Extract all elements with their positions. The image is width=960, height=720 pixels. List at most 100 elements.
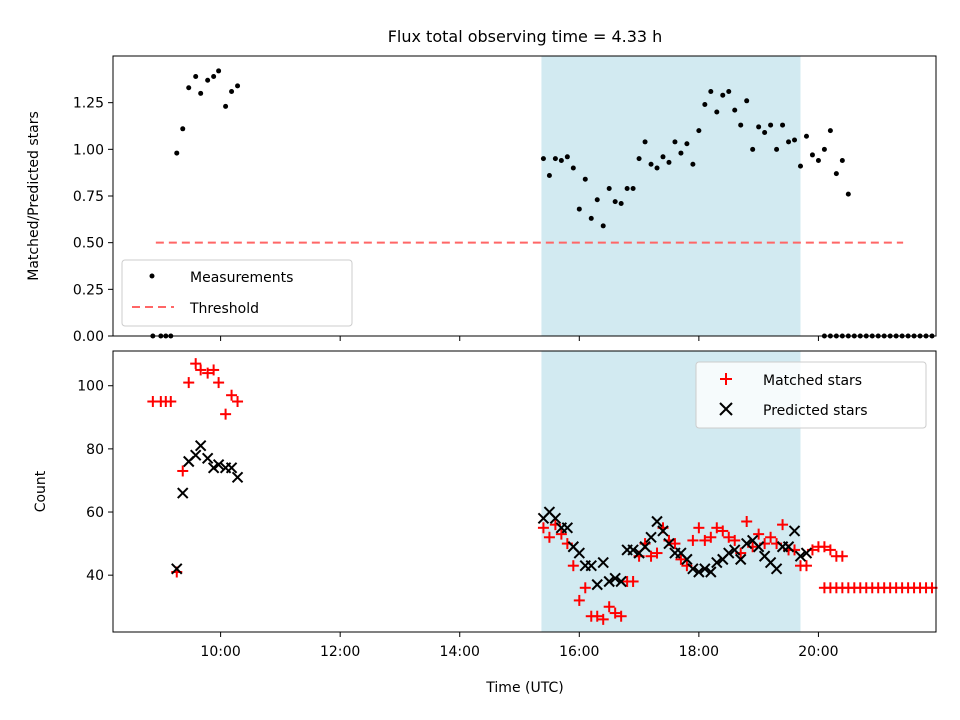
data-point-matched (537, 522, 549, 534)
data-point-measurement (216, 68, 222, 74)
data-point-measurement (797, 163, 803, 169)
x-tick-label: 10:00 (200, 644, 240, 660)
y-tick-label: 0.00 (73, 329, 104, 345)
data-point-predicted (201, 452, 214, 465)
data-point-predicted (800, 547, 813, 559)
data-point-measurement (540, 156, 546, 162)
data-point-matched (232, 396, 244, 408)
data-point-predicted (651, 515, 663, 528)
data-point-matched (555, 528, 567, 540)
data-point-predicted (627, 544, 639, 556)
data-point-measurement (720, 92, 726, 98)
data-point-matched (579, 582, 591, 594)
data-point-measurement (235, 83, 241, 89)
count-points (147, 358, 938, 625)
data-point-matched (777, 519, 789, 531)
y-tick-label: 100 (77, 379, 104, 395)
data-point-predicted (788, 525, 801, 537)
data-point-matched (177, 465, 189, 477)
data-point-matched (818, 541, 830, 553)
panel-count: 40 60 80 100 10:00 12:00 14:00 16:00 18:00 20:00… (33, 350, 938, 696)
data-point-measurement (684, 141, 690, 147)
data-point-measurement (780, 122, 786, 128)
data-point-measurement (642, 139, 648, 145)
data-point-measurement (678, 150, 684, 156)
x-tick-label: 20:00 (798, 644, 838, 660)
data-point-matched (651, 547, 663, 559)
data-point-measurement (756, 124, 762, 130)
data-point-measurement (660, 154, 666, 160)
data-point-measurement (570, 165, 576, 171)
data-point-measurement (827, 128, 833, 134)
data-point-measurement (762, 130, 768, 136)
data-point-predicted (693, 566, 705, 578)
data-point-measurement (726, 88, 732, 94)
data-point-predicted (615, 575, 627, 588)
legend-label-matched: Matched stars (763, 373, 862, 389)
data-point-matched (183, 377, 195, 389)
plot-frame-bottom (112, 350, 937, 633)
measurement-points (150, 68, 935, 339)
data-point-predicted (645, 531, 657, 543)
data-point-predicted (585, 559, 597, 572)
legend-marker-matched (720, 373, 732, 385)
data-point-measurement (708, 88, 714, 94)
data-point-measurement (768, 122, 774, 128)
data-point-measurement (558, 158, 564, 164)
data-point-measurement (821, 146, 827, 152)
data-point-predicted (561, 522, 574, 534)
data-point-predicted (729, 544, 741, 556)
x-axis-ticks-top (220, 336, 819, 341)
data-point-matched (627, 575, 639, 587)
legend-top[interactable]: Measurements Threshold (121, 259, 353, 327)
legend-label-predicted: Predicted stars (763, 403, 868, 419)
legend-label-threshold: Threshold (189, 301, 259, 317)
data-point-matched (687, 534, 699, 546)
data-point-matched (208, 364, 220, 376)
data-point-measurement (750, 146, 756, 152)
data-point-matched (226, 389, 238, 401)
data-point-measurement (618, 200, 624, 206)
data-point-predicted (231, 471, 244, 483)
data-point-measurement (672, 139, 678, 145)
data-point-measurement (630, 186, 636, 192)
data-point-measurement (839, 158, 845, 164)
y-axis-label-count: Count (33, 470, 49, 512)
data-point-predicted (549, 512, 562, 525)
data-point-measurement (588, 215, 594, 221)
data-point-predicted (189, 449, 202, 461)
data-point-measurement (786, 139, 792, 145)
data-point-matched (190, 358, 202, 370)
data-point-predicted (723, 547, 735, 559)
legend-marker-measurements (149, 273, 155, 279)
legend-bottom[interactable]: Matched stars Predicted stars (695, 361, 927, 429)
data-point-matched (165, 396, 177, 408)
y-tick-label: 0.25 (73, 282, 104, 298)
y-tick-label: 80 (86, 442, 104, 458)
data-point-predicted (177, 487, 189, 499)
y-tick-label: 0.75 (73, 189, 104, 205)
data-point-matched (609, 607, 621, 619)
data-point-matched (220, 408, 232, 420)
data-point-matched (741, 515, 753, 527)
data-point-measurement (636, 156, 642, 162)
data-point-matched (573, 594, 585, 606)
data-point-predicted (687, 563, 699, 575)
data-point-measurement (702, 102, 708, 108)
data-point-predicted (735, 553, 747, 566)
data-point-predicted (573, 547, 586, 559)
data-point-measurement (606, 186, 612, 192)
data-point-matched (645, 550, 657, 562)
data-point-measurement (198, 90, 204, 96)
data-point-predicted (794, 550, 807, 562)
data-point-predicted (171, 563, 183, 575)
x-tick-label: 18:00 (679, 644, 719, 660)
data-point-matched (836, 550, 848, 562)
data-point-matched (543, 531, 555, 543)
data-point-matched (591, 610, 603, 622)
data-point-matched (213, 377, 225, 389)
x-tick-label: 14:00 (440, 644, 480, 660)
data-point-matched (705, 531, 717, 543)
data-point-predicted (194, 440, 207, 452)
